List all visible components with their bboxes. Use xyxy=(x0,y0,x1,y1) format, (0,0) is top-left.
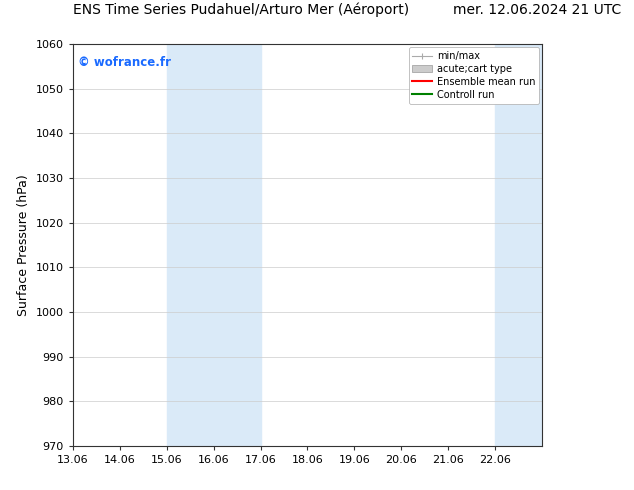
Bar xyxy=(519,44,542,446)
Bar xyxy=(495,44,519,446)
Bar xyxy=(214,44,261,446)
Text: mer. 12.06.2024 21 UTC: mer. 12.06.2024 21 UTC xyxy=(453,3,621,17)
Text: © wofrance.fr: © wofrance.fr xyxy=(77,56,171,69)
Legend: min/max, acute;cart type, Ensemble mean run, Controll run: min/max, acute;cart type, Ensemble mean … xyxy=(408,47,539,103)
Text: ENS Time Series Pudahuel/Arturo Mer (Aéroport): ENS Time Series Pudahuel/Arturo Mer (Aér… xyxy=(73,2,409,17)
Y-axis label: Surface Pressure (hPa): Surface Pressure (hPa) xyxy=(17,174,30,316)
Bar xyxy=(167,44,214,446)
